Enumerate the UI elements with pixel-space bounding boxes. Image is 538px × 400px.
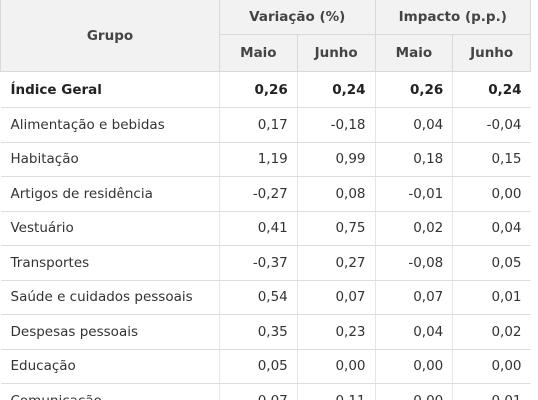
header-impacto: Impacto (p.p.) bbox=[374, 0, 532, 35]
row-label: Educação bbox=[0, 349, 220, 384]
cell-variacao-maio: 0,26 bbox=[219, 71, 298, 108]
cell-impacto-junho: 0,15 bbox=[452, 142, 531, 177]
row-label: Comunicação bbox=[1, 384, 220, 400]
cell-impacto-maio: 0,00 bbox=[374, 383, 453, 400]
cell-variacao-maio: 0,35 bbox=[219, 314, 298, 350]
cell-variacao-junho: 0,07 bbox=[296, 280, 376, 315]
header-variacao-maio: Maio bbox=[219, 34, 298, 72]
table-header: Grupo Variação (%) Impacto (p.p.) Maio J… bbox=[0, 0, 532, 72]
cell-variacao-junho: -0,18 bbox=[296, 107, 376, 143]
row-label: Vestuário bbox=[0, 211, 220, 246]
cell-impacto-maio: 0,04 bbox=[374, 314, 453, 350]
cell-variacao-junho: 0,08 bbox=[296, 176, 376, 212]
table-row: Habitação 1,19 0,99 0,18 0,15 bbox=[0, 142, 531, 177]
table-body: Índice Geral 0,26 0,24 0,26 0,24 Aliment… bbox=[0, 71, 531, 400]
cell-impacto-junho: 0,01 bbox=[452, 280, 531, 315]
cell-impacto-maio: 0,18 bbox=[374, 142, 453, 177]
cell-variacao-maio: 0,41 bbox=[219, 211, 298, 246]
row-label: Habitação bbox=[0, 142, 220, 177]
cell-impacto-junho: 0,00 bbox=[452, 176, 531, 212]
table-row: Educação 0,05 0,00 0,00 0,00 bbox=[0, 349, 531, 384]
cell-variacao-junho: 0,24 bbox=[296, 71, 376, 108]
cell-impacto-junho: -0,04 bbox=[452, 107, 531, 143]
cell-variacao-maio: 0,05 bbox=[219, 349, 298, 384]
row-label: Transportes bbox=[0, 245, 220, 281]
cell-variacao-junho: 0,75 bbox=[296, 211, 376, 246]
table-row: Transportes -0,37 0,27 -0,08 0,05 bbox=[0, 245, 531, 281]
row-label: Alimentação e bebidas bbox=[0, 107, 220, 143]
cell-impacto-junho: 0,02 bbox=[452, 314, 531, 350]
cell-impacto-maio: 0,26 bbox=[374, 71, 453, 108]
table-row: Alimentação e bebidas 0,17 -0,18 0,04 -0… bbox=[0, 107, 531, 143]
row-label: Despesas pessoais bbox=[0, 314, 220, 350]
table-row: Comunicação 0,07 0,11 0,00 0,01 bbox=[1, 383, 531, 400]
cell-impacto-maio: -0,01 bbox=[374, 176, 453, 212]
cell-impacto-junho: 0,04 bbox=[452, 211, 531, 246]
table-row: Despesas pessoais 0,35 0,23 0,04 0,02 bbox=[0, 314, 531, 350]
table-row: Saúde e cuidados pessoais 0,54 0,07 0,07… bbox=[0, 280, 531, 315]
table-row-indice-geral: Índice Geral 0,26 0,24 0,26 0,24 bbox=[0, 71, 531, 108]
cell-impacto-maio: 0,07 bbox=[374, 280, 453, 315]
cell-variacao-junho: 0,11 bbox=[296, 383, 376, 400]
header-grupo: Grupo bbox=[0, 0, 220, 72]
table-row: Vestuário 0,41 0,75 0,02 0,04 bbox=[0, 211, 531, 246]
cell-impacto-junho: 0,01 bbox=[452, 383, 531, 400]
row-label: Artigos de residência bbox=[0, 176, 220, 212]
header-impacto-junho: Junho bbox=[452, 34, 532, 72]
cell-impacto-junho: 0,00 bbox=[452, 349, 531, 384]
cell-variacao-junho: 0,23 bbox=[296, 314, 376, 350]
header-variacao-junho: Junho bbox=[296, 34, 376, 72]
cell-variacao-junho: 0,27 bbox=[296, 245, 376, 281]
cell-impacto-maio: -0,08 bbox=[374, 245, 453, 281]
cell-variacao-maio: 0,17 bbox=[219, 107, 298, 143]
row-label: Índice Geral bbox=[0, 71, 220, 108]
cell-variacao-junho: 0,00 bbox=[296, 349, 376, 384]
cell-variacao-maio: 0,07 bbox=[219, 383, 298, 400]
row-label: Saúde e cuidados pessoais bbox=[0, 280, 220, 315]
cell-variacao-maio: 1,19 bbox=[219, 142, 298, 177]
cell-variacao-junho: 0,99 bbox=[296, 142, 376, 177]
header-impacto-maio: Maio bbox=[374, 34, 454, 72]
table-row: Artigos de residência -0,27 0,08 -0,01 0… bbox=[0, 176, 531, 212]
cell-variacao-maio: 0,54 bbox=[219, 280, 298, 315]
cell-impacto-junho: 0,05 bbox=[452, 245, 531, 281]
cell-impacto-maio: 0,00 bbox=[374, 349, 453, 384]
cell-impacto-maio: 0,02 bbox=[374, 211, 453, 246]
cell-impacto-junho: 0,24 bbox=[452, 71, 531, 108]
cell-variacao-maio: -0,37 bbox=[219, 245, 298, 281]
cell-variacao-maio: -0,27 bbox=[219, 176, 298, 212]
header-variacao: Variação (%) bbox=[219, 0, 376, 35]
cell-impacto-maio: 0,04 bbox=[374, 107, 453, 143]
